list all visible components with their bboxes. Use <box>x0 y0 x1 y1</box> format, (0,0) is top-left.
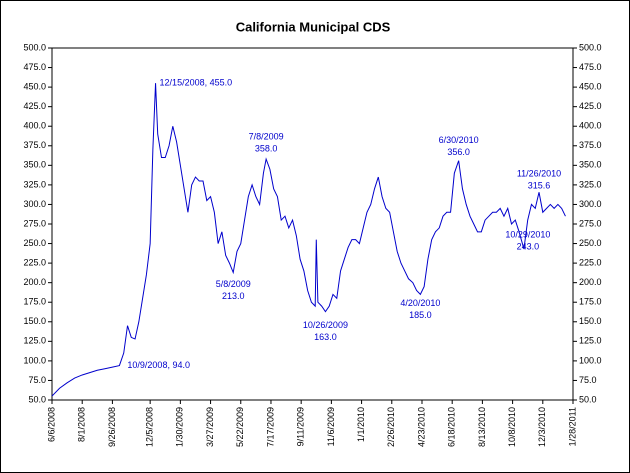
annotation: 213.0 <box>222 291 245 301</box>
y-tick-label: 400.0 <box>23 121 46 131</box>
y2-tick-label: 175.0 <box>579 297 602 307</box>
x-tick-label: 1/30/2009 <box>175 407 185 447</box>
y2-tick-label: 425.0 <box>579 101 602 111</box>
x-tick-label: 1/28/2011 <box>567 407 577 446</box>
annotation: 10/29/2010 <box>505 229 550 239</box>
y-tick-label: 500.0 <box>23 42 46 52</box>
x-tick-label: 9/26/2008 <box>107 407 117 447</box>
y-tick-label: 225.0 <box>23 257 46 267</box>
annotation: 7/8/2009 <box>249 131 284 141</box>
y2-tick-label: 225.0 <box>579 257 602 267</box>
y-tick-label: 250.0 <box>23 238 46 248</box>
y-tick-label: 475.0 <box>23 62 46 72</box>
y2-tick-label: 500.0 <box>579 42 602 52</box>
x-tick-label: 10/8/2010 <box>507 407 517 447</box>
annotation: 6/30/2010 <box>439 135 479 145</box>
annotation: 12/15/2008, 455.0 <box>160 78 233 88</box>
y-tick-label: 300.0 <box>23 199 46 209</box>
annotation: 5/8/2009 <box>216 279 251 289</box>
annotation: 4/20/2010 <box>400 298 440 308</box>
x-tick-label: 5/22/2009 <box>235 407 245 447</box>
x-tick-label: 4/23/2010 <box>416 407 426 447</box>
y-tick-label: 50.0 <box>28 394 46 404</box>
y-tick-label: 75.0 <box>28 375 46 385</box>
y-tick-label: 350.0 <box>23 160 46 170</box>
x-tick-label: 3/27/2009 <box>205 407 215 447</box>
x-tick-label: 1/1/2010 <box>356 407 366 442</box>
y-tick-label: 375.0 <box>23 140 46 150</box>
y-tick-label: 150.0 <box>23 316 46 326</box>
annotation: 315.6 <box>528 181 551 191</box>
x-tick-label: 7/17/2009 <box>265 407 275 447</box>
y2-tick-label: 125.0 <box>579 336 602 346</box>
x-tick-label: 6/6/2008 <box>46 407 56 442</box>
chart-title: California Municipal CDS <box>236 19 391 34</box>
x-tick-label: 11/6/2009 <box>326 407 336 446</box>
annotation: 356.0 <box>447 147 470 157</box>
y2-tick-label: 400.0 <box>579 121 602 131</box>
x-tick-label: 9/11/2009 <box>296 407 306 446</box>
y2-tick-label: 100.0 <box>579 355 602 365</box>
y-tick-label: 125.0 <box>23 336 46 346</box>
y2-tick-label: 325.0 <box>579 179 602 189</box>
x-tick-label: 12/3/2010 <box>537 407 547 447</box>
annotation: 10/26/2009 <box>303 320 348 330</box>
y2-tick-label: 350.0 <box>579 160 602 170</box>
y2-tick-label: 450.0 <box>579 81 602 91</box>
x-tick-label: 8/1/2008 <box>77 407 87 442</box>
x-tick-label: 8/13/2010 <box>477 407 487 447</box>
annotation: 163.0 <box>314 332 337 342</box>
y-tick-label: 200.0 <box>23 277 46 287</box>
annotation: 11/26/2010 <box>517 169 561 179</box>
annotation: 10/9/2008, 94.0 <box>127 360 190 370</box>
y2-tick-label: 475.0 <box>579 62 602 72</box>
annotation: 243.0 <box>517 241 540 251</box>
y-tick-label: 175.0 <box>23 297 46 307</box>
y2-tick-label: 200.0 <box>579 277 602 287</box>
x-tick-label: 6/18/2010 <box>447 407 457 447</box>
series-line <box>51 83 566 397</box>
y2-tick-label: 375.0 <box>579 140 602 150</box>
y2-tick-label: 275.0 <box>579 218 602 228</box>
y2-tick-label: 250.0 <box>579 238 602 248</box>
y-tick-label: 100.0 <box>23 355 46 365</box>
y-tick-label: 450.0 <box>23 81 46 91</box>
y2-tick-label: 300.0 <box>579 199 602 209</box>
annotation: 185.0 <box>409 310 432 320</box>
y-tick-label: 325.0 <box>23 179 46 189</box>
y-tick-label: 425.0 <box>23 101 46 111</box>
annotation: 358.0 <box>255 143 278 153</box>
y2-tick-label: 75.0 <box>579 375 597 385</box>
y2-tick-label: 150.0 <box>579 316 602 326</box>
y2-tick-label: 50.0 <box>579 394 597 404</box>
x-tick-label: 12/5/2008 <box>145 407 155 447</box>
y-tick-label: 275.0 <box>23 218 46 228</box>
x-tick-label: 2/26/2010 <box>386 407 396 447</box>
